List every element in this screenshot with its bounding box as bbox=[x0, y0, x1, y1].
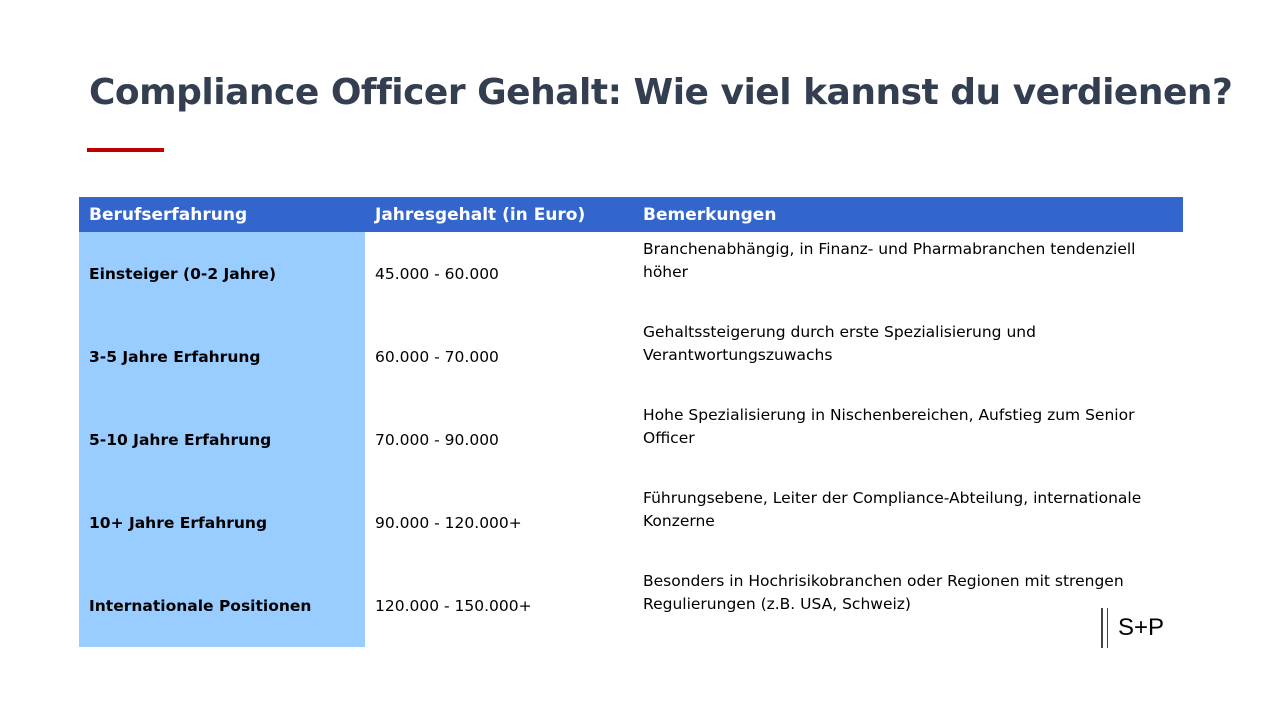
cell-experience: Internationale Positionen bbox=[79, 564, 365, 647]
header-experience: Berufserfahrung bbox=[79, 197, 365, 232]
cell-remarks: Besonders in Hochrisikobranchen oder Reg… bbox=[643, 572, 1124, 613]
company-logo: S+P bbox=[1101, 608, 1164, 648]
header-remarks: Bemerkungen bbox=[633, 197, 1183, 232]
table-row: Einsteiger (0-2 Jahre) 45.000 - 60.000 Bra… bbox=[79, 232, 1183, 315]
cell-remarks: Branchenabhängig, in Finanz- und Pharmab… bbox=[643, 240, 1136, 281]
cell-salary: 70.000 - 90.000 bbox=[375, 430, 499, 449]
cell-remarks: Gehaltssteigerung durch erste Spezialisi… bbox=[643, 323, 1036, 364]
title-accent-line bbox=[87, 148, 164, 152]
cell-remarks: Hohe Spezialisierung in Nischenbereichen… bbox=[643, 406, 1135, 447]
cell-remarks: Führungsebene, Leiter der Compliance-Abt… bbox=[643, 489, 1142, 530]
cell-experience: 3-5 Jahre Erfahrung bbox=[79, 315, 365, 398]
table-header-row: Berufserfahrung Jahresgehalt (in Euro) B… bbox=[79, 197, 1183, 232]
cell-salary: 45.000 - 60.000 bbox=[375, 264, 499, 283]
table-row: 10+ Jahre Erfahrung 90.000 - 120.000+ Führ… bbox=[79, 481, 1183, 564]
cell-experience: Einsteiger (0-2 Jahre) bbox=[79, 232, 365, 315]
logo-text: S+P bbox=[1118, 614, 1165, 641]
salary-table: Berufserfahrung Jahresgehalt (in Euro) B… bbox=[79, 197, 1183, 647]
table-row: Internationale Positionen 120.000 - 150.0… bbox=[79, 564, 1183, 647]
cell-salary: 90.000 - 120.000+ bbox=[375, 513, 522, 532]
cell-experience: 5-10 Jahre Erfahrung bbox=[79, 398, 365, 481]
table-row: 5-10 Jahre Erfahrung 70.000 - 90.000 Hohe … bbox=[79, 398, 1183, 481]
header-salary: Jahresgehalt (in Euro) bbox=[365, 197, 633, 232]
table-row: 3-5 Jahre Erfahrung 60.000 - 70.000 Gehalt… bbox=[79, 315, 1183, 398]
cell-salary: 60.000 - 70.000 bbox=[375, 347, 499, 366]
cell-experience: 10+ Jahre Erfahrung bbox=[79, 481, 365, 564]
slide-title: Compliance Officer Gehalt: Wie viel kann… bbox=[89, 72, 1233, 113]
cell-salary: 120.000 - 150.000+ bbox=[375, 596, 532, 615]
